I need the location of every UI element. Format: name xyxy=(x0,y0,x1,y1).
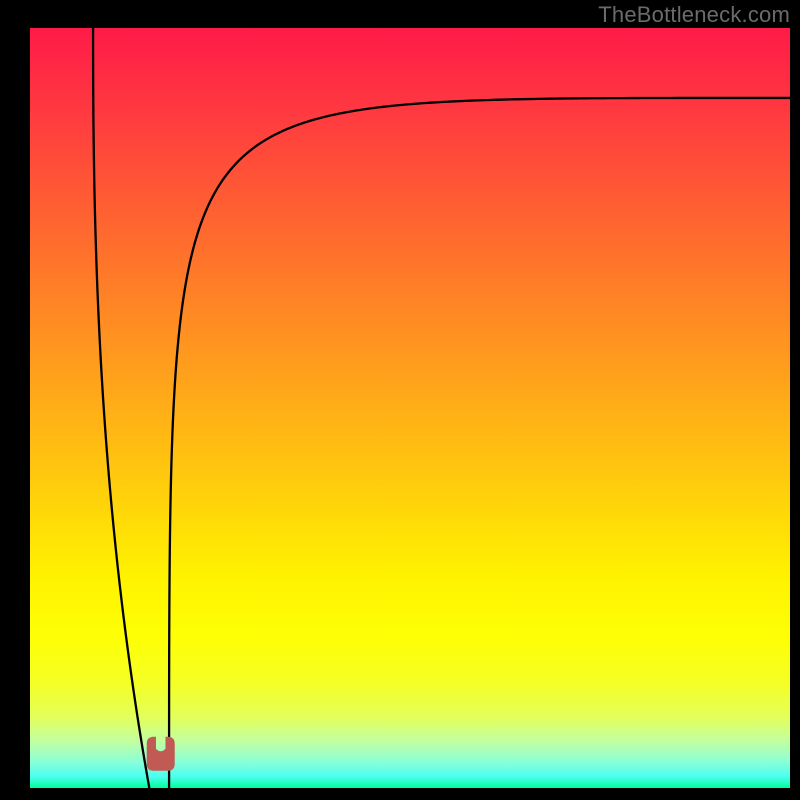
chart-container: TheBottleneck.com xyxy=(0,0,800,800)
watermark-text: TheBottleneck.com xyxy=(598,2,790,28)
plot-background xyxy=(30,28,790,788)
bottleneck-curve-plot xyxy=(0,0,800,800)
